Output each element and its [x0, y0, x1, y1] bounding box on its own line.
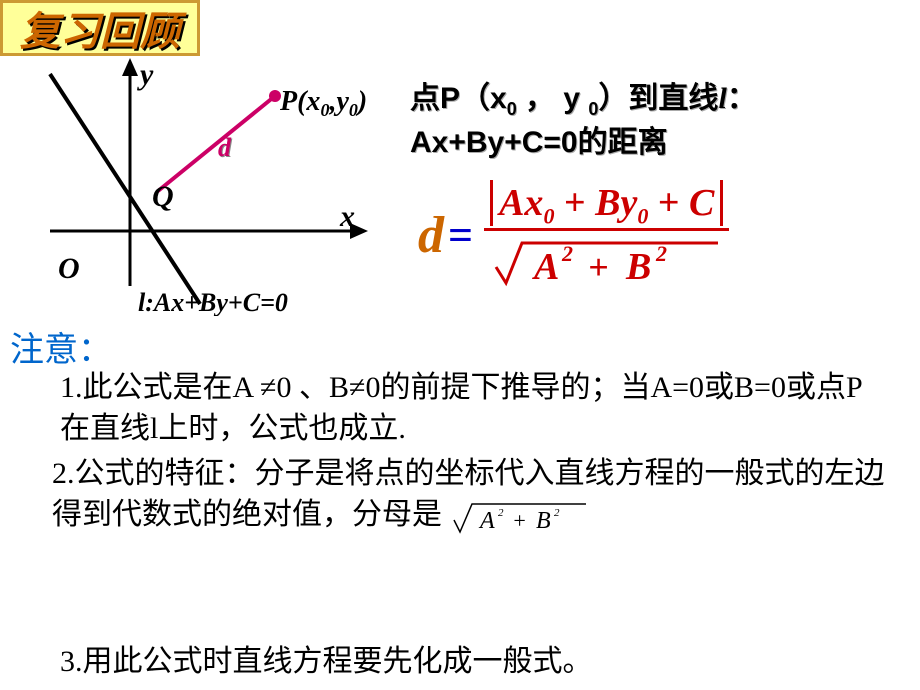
origin-label: O	[58, 252, 80, 285]
svg-text:B: B	[625, 246, 651, 288]
svg-text:2: 2	[655, 241, 667, 266]
distance-formula: d = Ax0 + By0 + C A 2 + B 2	[418, 178, 898, 308]
header-box: 复习回顾	[0, 0, 200, 56]
notice-label: 注意：	[10, 322, 112, 371]
note-1: 1.此公式是在A ≠0 、B≠0的前提下推导的；当A=0或B=0或点P在直线l上…	[60, 368, 890, 449]
title-sub-0b: 0	[588, 99, 598, 119]
svg-text:2: 2	[554, 507, 560, 519]
formula-d: d	[418, 207, 444, 264]
svg-text:B: B	[536, 508, 551, 534]
formula-fraction: Ax0 + By0 + C A 2 + B 2	[484, 178, 729, 293]
q-label: Q	[152, 180, 174, 213]
svg-text:+: +	[512, 508, 527, 533]
title-part-a: 点P（x	[410, 82, 507, 115]
title-line2: Ax+By+C=0的距离	[410, 126, 668, 159]
small-sqrt-formula: A 2 + B 2	[450, 496, 590, 538]
note-2: 2.公式的特征：分子是将点的坐标代入直线方程的一般式的左边得到代数式的绝对值，分…	[52, 454, 892, 538]
x-axis-label: x	[339, 200, 355, 233]
title-colon: ：	[727, 82, 757, 115]
coordinate-diagram: y x O Q d P(x0,y0) l:Ax+By+C=0	[40, 56, 380, 316]
theorem-title: 点P（x0 ， y 0）到直线l： Ax+By+C=0的距离	[410, 78, 910, 164]
y-axis-label: y	[137, 58, 154, 91]
svg-text:A: A	[532, 246, 559, 288]
svg-text:+: +	[588, 247, 609, 287]
formula-eq: =	[448, 211, 484, 260]
formula-numerator: Ax0 + By0 + C	[484, 178, 729, 228]
formula-denominator: A 2 + B 2	[486, 231, 728, 293]
title-part-c: ）到直线	[598, 82, 718, 115]
svg-text:2: 2	[561, 241, 573, 266]
title-part-b: ， y	[517, 82, 589, 115]
d-label: d	[218, 133, 232, 162]
header-title: 复习回顾	[20, 0, 180, 57]
title-l: l	[718, 82, 726, 115]
note-3: 3.用此公式时直线方程要先化成一般式。	[60, 636, 890, 680]
title-sub-0a: 0	[507, 99, 517, 119]
p-label: P(x0,y0)	[279, 86, 367, 120]
svg-text:2: 2	[498, 507, 504, 519]
abs-value: Ax0 + By0 + C	[490, 180, 723, 226]
svg-text:A: A	[478, 508, 495, 534]
line-l-label: l:Ax+By+C=0	[138, 288, 288, 316]
